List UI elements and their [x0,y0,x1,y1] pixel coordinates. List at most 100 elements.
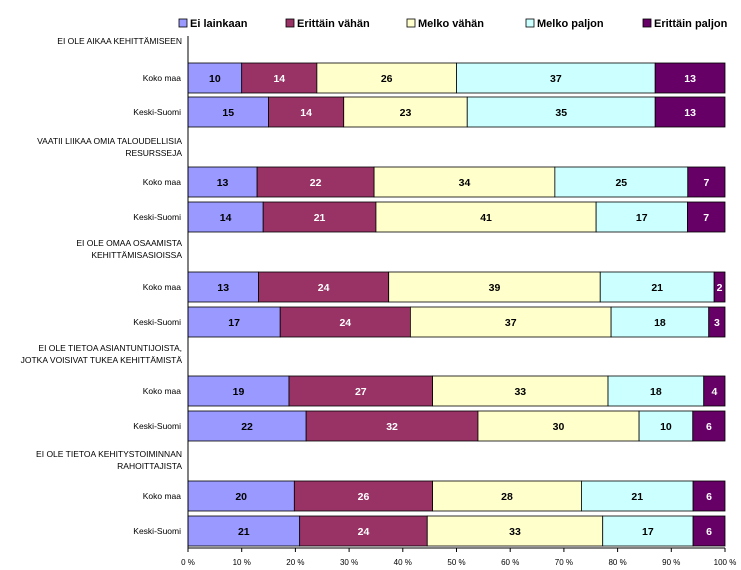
legend-label-3: Melko vähän [418,18,484,30]
x-tick-label-8: 70 % [555,558,573,567]
bar-segment-2-2-2 [262,201,377,233]
data-label-4-2-1: 22 [241,421,253,433]
row-label-5-2: Keski-Suomi [133,526,181,536]
data-label-1-2-5: 13 [684,107,696,119]
data-label-3-2-5: 3 [714,317,720,329]
x-tick-label-9: 80 % [608,558,626,567]
bar-segment-4-2-4 [638,410,694,442]
bar-segment-3-1-1 [187,271,259,303]
data-label-3-1-3: 39 [489,282,501,294]
data-label-2-1-5: 7 [703,177,709,189]
legend-swatch-5 [642,18,652,28]
data-label-1-1-2: 14 [273,73,285,85]
bar-segment-1-1-3 [316,62,457,94]
data-label-2-2-2: 21 [314,212,326,224]
bar-segment-5-2-1 [187,515,301,547]
data-label-3-1-1: 13 [217,282,229,294]
bar-segment-4-2-5 [692,410,726,442]
bar-segment-4-2-2 [305,410,479,442]
x-tick-label-1: 0 % [181,558,195,567]
bar-segment-2-1-5 [687,166,726,198]
data-label-3-2-2: 24 [339,317,351,329]
bar-segment-3-2-5 [708,306,726,338]
data-label-4-2-4: 10 [660,421,672,433]
bar-segment-1-1-2 [241,62,318,94]
bar-segment-5-1-5 [692,480,726,512]
bar-segment-3-1-3 [388,271,601,303]
bar-segment-5-2-5 [692,515,726,547]
data-label-5-1-2: 26 [358,491,370,503]
data-label-4-2-3: 30 [553,421,565,433]
x-tick-label-4: 30 % [340,558,358,567]
legend-label-1: Ei lainkaan [190,18,248,30]
row-label-4-2: Keski-Suomi [133,421,181,431]
data-label-3-2-3: 37 [505,317,517,329]
row-label-1-2: Keski-Suomi [133,107,181,117]
bar-segment-3-2-1 [187,306,281,338]
x-tick-label-3: 20 % [286,558,304,567]
bar-segment-2-2-3 [375,201,597,233]
data-label-1-2-3: 23 [400,107,412,119]
group-title-2-line-1: VAATII LIIKAA OMIA TALOUDELLISIA [37,136,182,146]
x-tick-label-11: 100 % [714,558,737,567]
group-title-3-line-1: EI OLE OMAA OSAAMISTA [76,238,182,248]
data-label-1-2-4: 35 [555,107,567,119]
legend-label-4: Melko paljon [537,18,604,30]
data-label-5-2-3: 33 [509,526,521,538]
bar-segment-1-2-3 [343,96,468,128]
bar-segment-1-2-2 [268,96,345,128]
bar-segment-1-1-1 [187,62,243,94]
bar-segment-1-1-4 [456,62,656,94]
bar-segment-3-1-5 [713,271,726,303]
data-label-2-2-3: 41 [480,212,492,224]
bar-segment-5-1-4 [581,480,694,512]
group-title-4-line-2: JOTKA VOISIVAT TUKEA KEHITTÄMISTÄ [21,355,183,365]
data-label-1-2-2: 14 [300,107,312,119]
data-label-2-1-2: 22 [310,177,322,189]
group-title-5-line-2: RAHOITTAJISTA [117,461,182,471]
group-title-1-line-1: EI OLE AIKAA KEHITTÄMISEEN [57,36,182,46]
data-label-5-1-5: 6 [706,491,712,503]
bar-segment-2-1-4 [554,166,689,198]
x-tick-label-10: 90 % [662,558,680,567]
bar-segment-2-1-2 [256,166,375,198]
bar-segment-4-1-4 [607,375,705,407]
data-label-2-2-1: 14 [220,212,232,224]
data-label-2-2-5: 7 [703,212,709,224]
x-tick-label-6: 50 % [447,558,465,567]
data-label-5-1-4: 21 [631,491,643,503]
x-tick-label-2: 10 % [233,558,251,567]
bar-segment-2-2-5 [687,201,726,233]
data-label-3-2-1: 17 [228,317,240,329]
data-label-1-2-1: 15 [222,107,234,119]
row-label-3-2: Keski-Suomi [133,317,181,327]
data-label-4-1-2: 27 [355,386,367,398]
group-title-2-line-2: RESURSSEJA [125,148,182,158]
bar-segment-1-2-4 [466,96,656,128]
row-label-3-1: Koko maa [143,282,182,292]
data-label-1-1-5: 13 [684,73,696,85]
data-label-2-1-4: 25 [615,177,627,189]
row-label-5-1: Koko maa [143,491,182,501]
data-label-3-1-2: 24 [318,282,330,294]
data-label-1-1-4: 37 [550,73,562,85]
group-title-4-line-1: EI OLE TIETOA ASIANTUNTIJOISTA, [38,343,182,353]
legend-swatch-1 [178,18,188,28]
data-label-4-2-2: 32 [386,421,398,433]
data-label-5-1-3: 28 [501,491,513,503]
bar-segment-5-2-3 [426,515,604,547]
data-label-3-1-5: 2 [717,282,723,294]
data-label-1-1-1: 10 [209,73,221,85]
group-title-5-line-1: EI OLE TIETOA KEHITYSTOIMINNAN [36,449,182,459]
row-label-4-1: Koko maa [143,386,182,396]
bar-segment-5-1-1 [187,480,295,512]
bar-segment-4-1-5 [703,375,726,407]
data-label-5-2-4: 17 [642,526,654,538]
bar-segment-1-2-5 [654,96,726,128]
data-label-2-2-4: 17 [636,212,648,224]
data-label-5-2-1: 21 [238,526,250,538]
legend-label-5: Erittäin paljon [654,18,728,30]
x-tick-label-5: 40 % [394,558,412,567]
legend-swatch-3 [406,18,416,28]
